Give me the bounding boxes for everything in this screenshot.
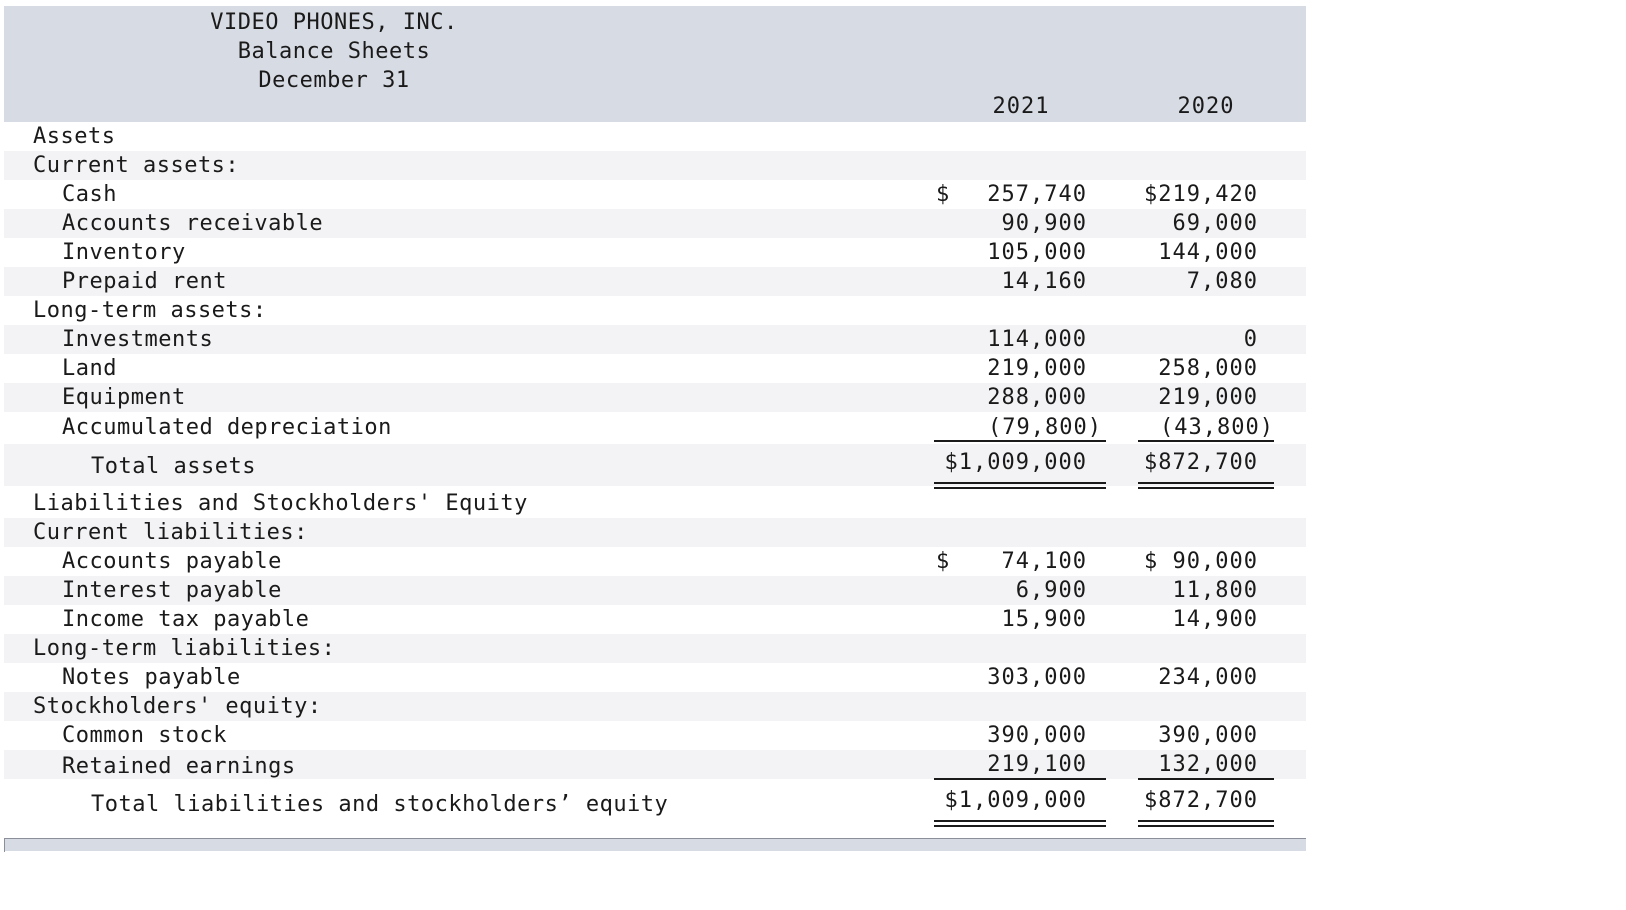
line-item-row: Retained earnings 219,100 132,000	[4, 750, 1306, 779]
group-heading: Long-term liabilities:	[33, 636, 336, 661]
group-heading-row: Stockholders' equity:	[4, 692, 1306, 721]
group-heading-row: Long-term assets:	[4, 296, 1306, 325]
amount-2020: 132,000	[1158, 752, 1258, 777]
section-heading-row: Assets	[4, 122, 1306, 151]
section-heading: Liabilities and Stockholders' Equity	[33, 491, 528, 516]
line-item-row: Investments 114,000 0	[4, 325, 1306, 354]
amount-2020: 144,000	[1158, 240, 1258, 265]
total-2020: $872,700	[1144, 788, 1258, 813]
total-2021: $1,009,000	[944, 450, 1087, 475]
group-heading: Stockholders' equity:	[33, 694, 322, 719]
line-item-row: Common stock 390,000 390,000	[4, 721, 1306, 750]
line-item-label: Land	[62, 356, 117, 381]
table-footer-edge	[4, 838, 5, 852]
amount-2021: 303,000	[987, 665, 1087, 690]
group-heading: Long-term assets:	[33, 298, 267, 323]
amount-2020: $219,420	[1144, 182, 1258, 207]
amount-2020: 219,000	[1158, 385, 1258, 410]
line-item-label: Common stock	[62, 723, 227, 748]
total-double-rule-2020	[1138, 482, 1274, 489]
line-item-row: Inventory 105,000 144,000	[4, 238, 1306, 267]
amount-2021: 74,100	[1001, 549, 1087, 574]
amount-2021: 6,900	[1015, 578, 1087, 603]
amount-2020: 11,800	[1172, 578, 1258, 603]
group-heading-row: Current assets:	[4, 151, 1306, 180]
total-2021: $1,009,000	[944, 788, 1087, 813]
amount-2021: 288,000	[987, 385, 1087, 410]
table-footer-bar	[4, 838, 1306, 851]
dollar-sign: $	[936, 549, 950, 574]
amount-2021: (79,800)	[988, 415, 1102, 440]
total-row: Total liabilities and stockholders’ equi…	[4, 782, 1306, 824]
line-item-label: Retained earnings	[62, 754, 296, 779]
total-label: Total assets	[91, 454, 256, 479]
section-heading-row: Liabilities and Stockholders' Equity	[4, 489, 1306, 518]
amount-2020: $ 90,000	[1144, 549, 1258, 574]
amount-2020: 234,000	[1158, 665, 1258, 690]
subtotal-rule-2020	[1138, 440, 1274, 442]
line-item-row: Prepaid rent 14,160 7,080	[4, 267, 1306, 296]
line-item-row: Land 219,000 258,000	[4, 354, 1306, 383]
subtotal-rule-2021	[934, 440, 1106, 442]
amount-2021: 15,900	[1001, 607, 1087, 632]
line-item-label: Equipment	[62, 385, 186, 410]
statement-title: Balance Sheets	[237, 39, 431, 64]
line-item-row: Accounts payable $ 74,100 $ 90,000	[4, 547, 1306, 576]
dollar-sign: $	[936, 182, 950, 207]
amount-2020: 390,000	[1158, 723, 1258, 748]
line-item-label: Inventory	[62, 240, 186, 265]
line-item-label: Accounts payable	[62, 549, 282, 574]
total-row: Total assets $1,009,000 $872,700	[4, 444, 1306, 486]
line-item-label: Interest payable	[62, 578, 282, 603]
line-item-row: Interest payable 6,900 11,800	[4, 576, 1306, 605]
column-header-2021: 2021	[992, 94, 1050, 119]
balance-sheet: VIDEO PHONES, INC. Balance Sheets Decemb…	[4, 6, 1306, 856]
amount-2021: 14,160	[1001, 269, 1087, 294]
subtotal-rule-2021	[934, 778, 1106, 780]
subtotal-rule-2020	[1138, 778, 1274, 780]
amount-2020: 0	[1243, 327, 1258, 352]
amount-2021: 257,740	[987, 182, 1087, 207]
group-heading-row: Long-term liabilities:	[4, 634, 1306, 663]
line-item-row: Cash $ 257,740 $219,420	[4, 180, 1306, 209]
amount-2021: 219,100	[987, 752, 1087, 777]
company-name: VIDEO PHONES, INC.	[210, 10, 458, 35]
amount-2021: 390,000	[987, 723, 1087, 748]
line-item-label: Notes payable	[62, 665, 241, 690]
column-header-2020: 2020	[1177, 94, 1235, 119]
section-heading: Assets	[33, 124, 116, 149]
statement-date: December 31	[258, 68, 410, 93]
line-item-row: Notes payable 303,000 234,000	[4, 663, 1306, 692]
amount-2021: 114,000	[987, 327, 1087, 352]
amount-2020: (43,800)	[1160, 415, 1274, 440]
line-item-row: Income tax payable 15,900 14,900	[4, 605, 1306, 634]
amount-2021: 219,000	[987, 356, 1087, 381]
line-item-label: Accounts receivable	[62, 211, 324, 236]
total-double-rule-2021	[934, 482, 1106, 489]
amount-2020: 258,000	[1158, 356, 1258, 381]
line-item-label: Investments	[62, 327, 214, 352]
statement-header: VIDEO PHONES, INC. Balance Sheets Decemb…	[4, 6, 1306, 122]
group-heading-row: Current liabilities:	[4, 518, 1306, 547]
amount-2020: 14,900	[1172, 607, 1258, 632]
line-item-label: Cash	[62, 182, 117, 207]
amount-2020: 69,000	[1172, 211, 1258, 236]
line-item-row: Equipment 288,000 219,000	[4, 383, 1306, 412]
total-2020: $872,700	[1144, 450, 1258, 475]
amount-2021: 105,000	[987, 240, 1087, 265]
amount-2021: 90,900	[1001, 211, 1087, 236]
group-heading: Current liabilities:	[33, 520, 308, 545]
line-item-label: Income tax payable	[62, 607, 310, 632]
line-item-label: Accumulated depreciation	[62, 415, 392, 440]
group-heading: Current assets:	[33, 153, 240, 178]
total-double-rule-2020	[1138, 820, 1274, 827]
total-label: Total liabilities and stockholders’ equi…	[91, 792, 669, 817]
line-item-label: Prepaid rent	[62, 269, 227, 294]
amount-2020: 7,080	[1186, 269, 1258, 294]
line-item-row: Accumulated depreciation (79,800) (43,80…	[4, 413, 1306, 442]
line-item-row: Accounts receivable 90,900 69,000	[4, 209, 1306, 238]
total-double-rule-2021	[934, 820, 1106, 827]
